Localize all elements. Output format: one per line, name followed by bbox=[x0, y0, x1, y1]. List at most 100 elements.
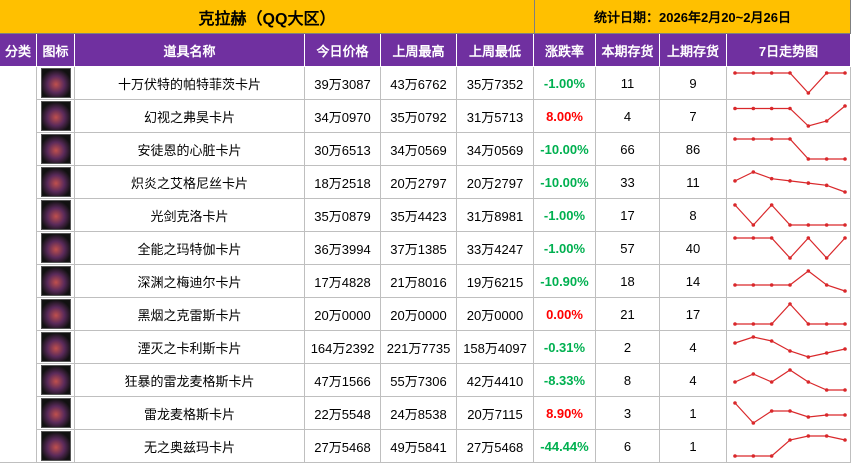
trend-line bbox=[735, 72, 845, 94]
trend-point bbox=[843, 413, 847, 417]
today: 18万2518 bbox=[305, 166, 381, 199]
low: 31万5713 bbox=[457, 100, 534, 133]
change: -1.00% bbox=[534, 199, 596, 232]
sparkline bbox=[733, 434, 847, 458]
trend-point bbox=[843, 157, 847, 161]
stock: 3 bbox=[596, 397, 660, 430]
trend-point bbox=[733, 322, 737, 326]
trend-point bbox=[769, 409, 774, 413]
trend-point bbox=[788, 137, 792, 141]
low: 35万7352 bbox=[457, 67, 534, 100]
name: 雷龙麦格斯卡片 bbox=[75, 397, 305, 430]
column-header: 涨跌率 bbox=[534, 34, 596, 67]
column-header: 7日走势图 bbox=[727, 34, 851, 67]
low: 31万8981 bbox=[457, 199, 534, 232]
trend-point bbox=[843, 223, 847, 227]
name: 湮灭之卡利斯卡片 bbox=[75, 331, 305, 364]
item-icon bbox=[40, 332, 71, 362]
trend-point bbox=[751, 170, 756, 174]
low: 42万4410 bbox=[457, 364, 534, 397]
trend-point bbox=[751, 283, 756, 287]
trend-point bbox=[751, 137, 756, 141]
prev-stock: 4 bbox=[660, 331, 727, 364]
trend-line bbox=[734, 402, 845, 424]
name: 无之奥兹玛卡片 bbox=[75, 430, 305, 463]
trend-point bbox=[806, 157, 811, 161]
low: 19万6215 bbox=[457, 265, 534, 298]
trend-point bbox=[806, 91, 811, 95]
trend-point bbox=[788, 179, 792, 183]
trend-line bbox=[735, 270, 846, 292]
trend-point bbox=[733, 203, 737, 207]
trend-line bbox=[734, 369, 845, 391]
change: -1.00% bbox=[534, 232, 596, 265]
trend-point bbox=[806, 434, 811, 438]
low: 33万4247 bbox=[457, 232, 534, 265]
trend-point bbox=[769, 283, 774, 287]
icon-cell bbox=[37, 364, 75, 397]
high: 43万6762 bbox=[381, 67, 457, 100]
trend-point bbox=[843, 322, 847, 326]
trend-line bbox=[734, 204, 845, 226]
trend-point bbox=[733, 236, 737, 240]
trend-point bbox=[843, 347, 847, 351]
trend-point bbox=[824, 413, 829, 417]
trend-line bbox=[735, 138, 845, 160]
trend-point bbox=[788, 349, 792, 353]
sparkline bbox=[733, 269, 847, 293]
trend-point bbox=[733, 380, 737, 384]
trend-point bbox=[806, 415, 811, 419]
prev-stock: 9 bbox=[660, 67, 727, 100]
trend-point bbox=[733, 454, 737, 458]
icon-cell bbox=[37, 67, 75, 100]
stock: 11 bbox=[596, 67, 660, 100]
prev-stock: 17 bbox=[660, 298, 727, 331]
today: 22万5548 bbox=[305, 397, 381, 430]
trend-point bbox=[751, 421, 756, 425]
icon-cell bbox=[37, 265, 75, 298]
trend-point bbox=[824, 283, 829, 287]
column-header: 上周最高 bbox=[381, 34, 457, 67]
change: -10.00% bbox=[534, 166, 596, 199]
trend-point bbox=[824, 223, 829, 227]
icon-cell bbox=[37, 133, 75, 166]
trend-point bbox=[824, 119, 829, 123]
sparkline bbox=[733, 203, 847, 227]
sparkline bbox=[733, 71, 847, 95]
low: 158万4097 bbox=[457, 331, 534, 364]
trend-point bbox=[751, 106, 756, 111]
trend-point bbox=[733, 137, 737, 141]
trend-point bbox=[769, 71, 774, 75]
trend-point bbox=[769, 339, 774, 343]
high: 35万0792 bbox=[381, 100, 457, 133]
name: 幻视之弗昊卡片 bbox=[75, 100, 305, 133]
trend-point bbox=[788, 71, 792, 75]
stock: 33 bbox=[596, 166, 660, 199]
stock: 57 bbox=[596, 232, 660, 265]
stock: 66 bbox=[596, 133, 660, 166]
item-icon bbox=[40, 134, 71, 164]
stock: 21 bbox=[596, 298, 660, 331]
item-icon bbox=[40, 200, 71, 230]
today: 27万5468 bbox=[305, 430, 381, 463]
today: 39万3087 bbox=[305, 67, 381, 100]
trend-point bbox=[843, 388, 847, 392]
trend-point bbox=[843, 236, 847, 240]
column-header: 上周最低 bbox=[457, 34, 534, 67]
trend-point bbox=[751, 335, 756, 339]
prev-stock: 86 bbox=[660, 133, 727, 166]
name: 黑烟之克雷斯卡片 bbox=[75, 298, 305, 331]
column-header: 今日价格 bbox=[305, 34, 381, 67]
icon-cell bbox=[37, 397, 75, 430]
high: 20万2797 bbox=[381, 166, 457, 199]
prev-stock: 1 bbox=[660, 430, 727, 463]
name: 狂暴的雷龙麦格斯卡片 bbox=[75, 364, 305, 397]
trend-point bbox=[769, 380, 774, 384]
trend-point bbox=[806, 355, 811, 359]
prev-stock: 1 bbox=[660, 397, 727, 430]
trend-point bbox=[788, 302, 792, 306]
trend-point bbox=[733, 106, 737, 111]
high: 35万4423 bbox=[381, 199, 457, 232]
item-icon bbox=[40, 101, 71, 131]
today: 164万2392 bbox=[305, 331, 381, 364]
